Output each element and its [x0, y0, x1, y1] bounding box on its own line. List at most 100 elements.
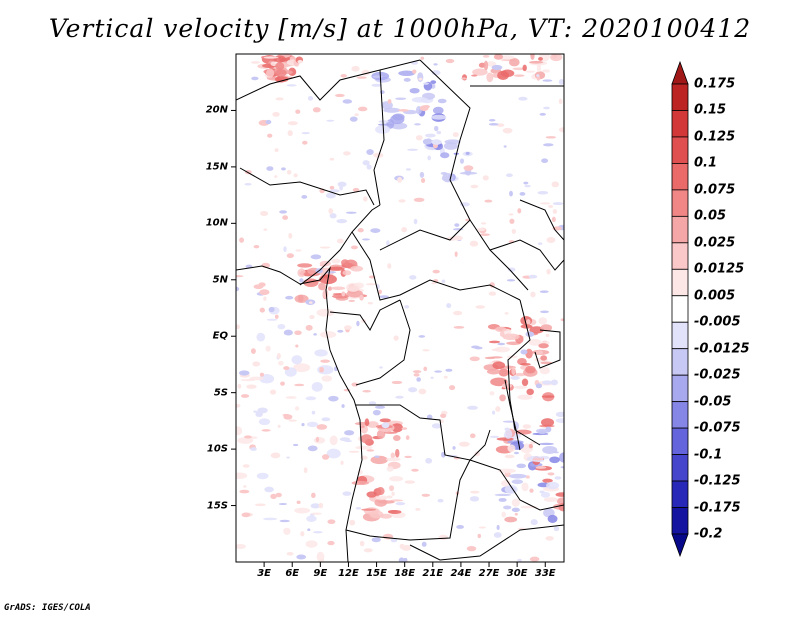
velocity-speckle — [311, 492, 316, 499]
velocity-speckle — [401, 544, 412, 551]
velocity-speckle — [528, 274, 538, 279]
velocity-speckle — [560, 466, 564, 469]
velocity-speckle — [412, 69, 417, 74]
velocity-speckle — [412, 370, 422, 374]
velocity-speckle — [311, 381, 323, 392]
velocity-speckle — [359, 540, 365, 547]
velocity-speckle — [332, 294, 349, 299]
velocity-speckle — [420, 177, 426, 183]
velocity-speckle — [555, 411, 564, 418]
velocity-speckle — [326, 119, 335, 122]
velocity-speckle — [274, 76, 289, 83]
velocity-speckle — [335, 93, 345, 98]
grads-credit: GrADS: IGES/COLA — [4, 603, 91, 613]
velocity-speckle — [277, 323, 286, 330]
velocity-speckle — [471, 74, 478, 77]
colorbar-label: 0.05 — [694, 208, 727, 224]
border-chad-east — [373, 69, 385, 206]
velocity-speckle — [310, 512, 322, 515]
velocity-speckle — [463, 165, 474, 171]
velocity-speckle — [395, 395, 404, 399]
velocity-speckle — [374, 455, 380, 458]
velocity-speckle — [307, 445, 318, 452]
velocity-speckle — [540, 418, 555, 427]
velocity-speckle — [537, 242, 543, 245]
velocity-speckle — [264, 486, 274, 493]
lon-tick-label: 12E — [338, 568, 359, 579]
velocity-speckle — [504, 454, 515, 459]
velocity-speckle — [391, 423, 403, 433]
velocity-speckle — [329, 157, 335, 161]
lake-tanganyika — [504, 379, 521, 451]
velocity-speckle — [285, 396, 297, 399]
velocity-speckle — [395, 97, 407, 100]
velocity-speckle — [453, 325, 465, 329]
colorbar-label: -0.2 — [694, 526, 723, 542]
velocity-speckle — [532, 458, 543, 461]
velocity-speckle — [253, 244, 260, 249]
velocity-speckle — [390, 122, 408, 130]
velocity-speckle — [519, 192, 526, 196]
velocity-speckle — [279, 519, 290, 523]
velocity-speckle — [480, 222, 487, 225]
velocity-speckle — [328, 395, 339, 402]
velocity-speckle — [509, 473, 527, 479]
velocity-speckle — [504, 429, 513, 439]
velocity-speckle — [539, 366, 550, 375]
velocity-speckle — [370, 455, 388, 465]
velocity-speckle — [496, 437, 514, 441]
velocity-speckle — [497, 342, 506, 346]
velocity-speckle — [502, 420, 516, 423]
velocity-speckle — [529, 488, 534, 493]
velocity-speckle — [390, 114, 405, 125]
velocity-speckle — [346, 289, 363, 298]
country-borders — [236, 59, 564, 562]
velocity-speckle — [389, 476, 404, 482]
colorbar-segment — [671, 321, 689, 350]
velocity-speckle — [268, 306, 275, 313]
border-angola-namibia — [345, 459, 471, 541]
velocity-speckle — [540, 355, 548, 361]
velocity-speckle — [452, 446, 456, 450]
velocity-speckle — [237, 437, 254, 444]
velocity-speckle — [342, 99, 353, 104]
velocity-speckle — [308, 301, 313, 304]
colorbar-label: -0.125 — [694, 473, 741, 489]
velocity-speckle — [482, 54, 490, 58]
velocity-speckle — [508, 213, 514, 216]
velocity-speckle — [357, 228, 364, 233]
velocity-speckle — [530, 519, 538, 526]
velocity-speckle — [513, 74, 525, 77]
colorbar-segment — [671, 480, 689, 508]
colorbar-label: 0.1 — [694, 155, 718, 171]
velocity-speckle — [470, 490, 480, 494]
velocity-speckle — [493, 54, 504, 60]
velocity-speckle — [390, 452, 396, 459]
velocity-speckle — [359, 425, 365, 429]
velocity-speckle — [370, 228, 381, 233]
velocity-speckle — [493, 532, 502, 538]
lon-tick-label: 6E — [285, 568, 300, 579]
velocity-speckle — [266, 166, 274, 171]
colorbar-label: -0.075 — [694, 420, 741, 436]
velocity-speckle — [373, 152, 384, 158]
border-drc-east — [507, 299, 541, 446]
velocity-speckle — [249, 376, 264, 381]
velocity-speckle — [517, 558, 522, 562]
velocity-speckle — [307, 96, 314, 101]
velocity-speckle — [250, 447, 257, 451]
velocity-speckle — [371, 83, 382, 87]
velocity-speckle — [397, 176, 403, 183]
border-drc-angola — [356, 404, 491, 461]
velocity-speckle — [375, 125, 391, 134]
colorbar-segment — [671, 401, 689, 429]
colorbar-label: -0.0125 — [694, 341, 750, 357]
velocity-speckle — [288, 232, 293, 239]
velocity-speckle — [367, 302, 373, 305]
colorbar-segment — [671, 268, 689, 297]
velocity-speckle — [535, 466, 547, 469]
velocity-speckle — [342, 491, 352, 496]
velocity-speckle — [283, 366, 290, 371]
coastline — [236, 265, 363, 562]
velocity-speckle — [453, 310, 463, 316]
